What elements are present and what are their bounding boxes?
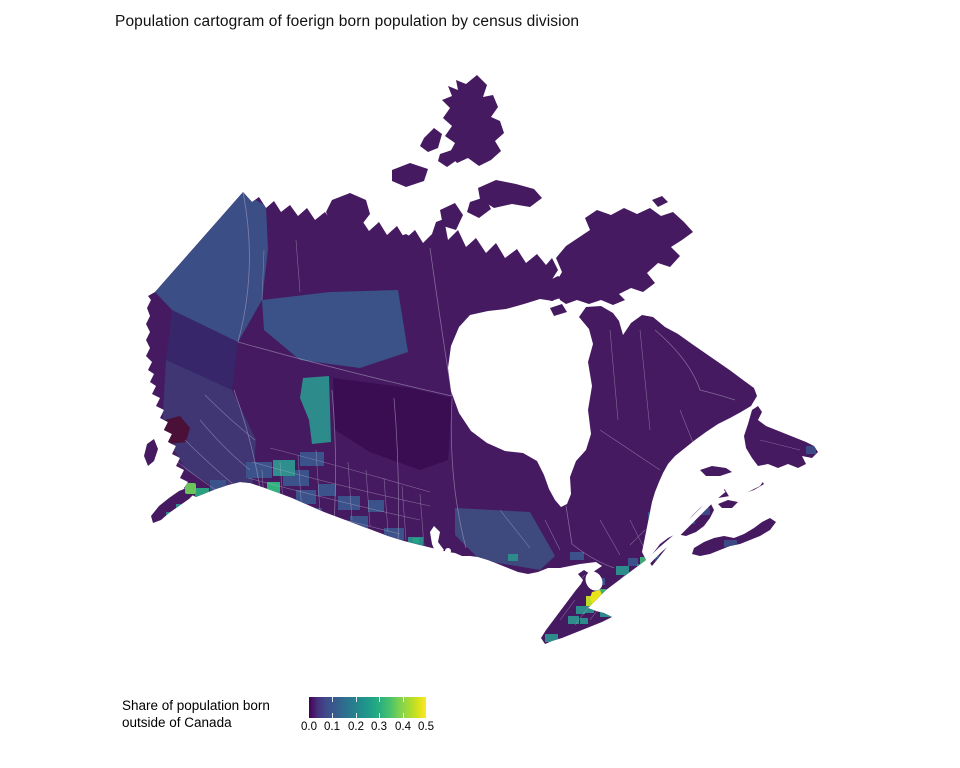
legend-label: 0.3 xyxy=(371,721,387,733)
region-fraser-valley xyxy=(195,488,209,498)
region-bc-interior xyxy=(162,360,256,490)
legend-label: 0.1 xyxy=(324,721,340,733)
water-overlays xyxy=(430,468,770,591)
somerset-island xyxy=(467,197,491,218)
ellesmere-island xyxy=(442,75,504,166)
region-southern-nwt xyxy=(262,290,408,368)
quebec-south-shore-maritimes xyxy=(648,476,764,566)
prince-of-wales-island xyxy=(440,203,463,230)
st-lawrence-river xyxy=(646,488,726,564)
legend-label: 0.5 xyxy=(418,721,434,733)
legend-tick xyxy=(332,713,333,718)
lake-of-the-woods xyxy=(445,548,451,554)
devon-island xyxy=(478,180,542,208)
region-wood-buffalo xyxy=(300,376,331,444)
baffin-island xyxy=(554,208,693,305)
census-boundaries xyxy=(174,192,801,626)
provincial-borders xyxy=(233,192,736,569)
region-yukon xyxy=(155,192,268,342)
anticosti-island xyxy=(700,466,732,476)
legend-tick xyxy=(332,697,333,702)
legend-colorbar xyxy=(309,697,426,718)
legend-title-line2: outside of Canada xyxy=(122,715,232,730)
banks-island xyxy=(326,193,370,234)
southampton-island xyxy=(539,276,572,301)
melville-island xyxy=(392,163,428,187)
vancouver-island xyxy=(151,487,196,523)
legend-label: 0.2 xyxy=(348,721,364,733)
legend-title-line1: Share of population born xyxy=(122,698,270,713)
region-northwestern-ontario xyxy=(455,508,555,570)
lake-winnipeg xyxy=(430,526,444,554)
newfoundland-island xyxy=(744,406,818,468)
legend-tick xyxy=(356,697,357,702)
legend-tick xyxy=(356,713,357,718)
region-montreal xyxy=(640,557,648,565)
legend-label: 0.4 xyxy=(395,721,411,733)
legend-title: Share of population born outside of Cana… xyxy=(122,697,270,731)
region-vancouver xyxy=(185,483,196,494)
axel-heiberg-island xyxy=(420,128,442,152)
legend-tick xyxy=(403,713,404,718)
king-william-island xyxy=(446,254,460,266)
region-winnipeg-core xyxy=(413,538,419,543)
gulf-of-st-lawrence xyxy=(724,468,770,498)
prince-charles-island xyxy=(594,260,609,272)
bylot-island xyxy=(652,196,668,207)
region-edmonton xyxy=(273,460,295,476)
landmass xyxy=(144,75,818,644)
figure-title: Population cartogram of foerign born pop… xyxy=(115,13,580,30)
legend-tick xyxy=(379,713,380,718)
haida-gwaii xyxy=(144,439,158,466)
region-peel xyxy=(586,596,593,606)
legend-label: 0.0 xyxy=(301,721,317,733)
legend-tick xyxy=(379,697,380,702)
georgian-bay xyxy=(585,571,603,591)
victoria-island xyxy=(350,234,426,275)
region-northern-prairies-darkest xyxy=(333,378,452,470)
nova-scotia xyxy=(692,518,776,556)
region-patches xyxy=(155,192,816,642)
prince-edward-island xyxy=(718,500,738,508)
legend-tick-labels: 0.0 0.1 0.2 0.3 0.4 0.5 xyxy=(301,721,434,735)
legend-tick xyxy=(403,697,404,702)
coats-island xyxy=(550,304,567,316)
region-durham-york xyxy=(598,589,606,595)
